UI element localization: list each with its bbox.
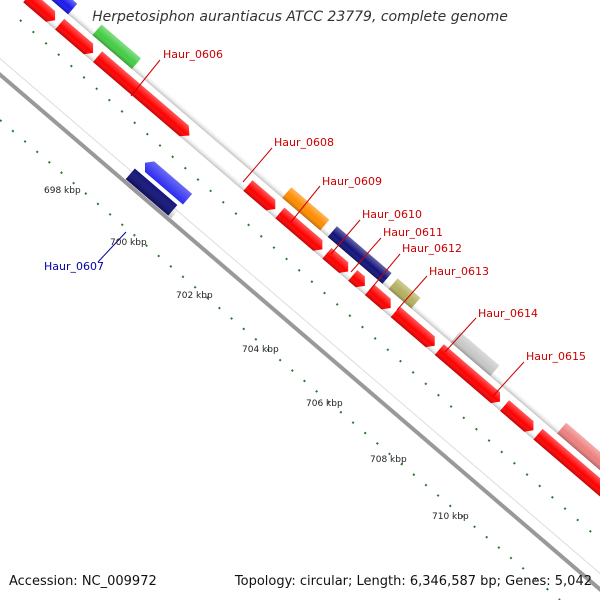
gene-label-haur-0609[interactable]: Haur_0609 xyxy=(322,175,382,188)
cds-shading xyxy=(23,0,600,523)
ruler-label-700kbp: 700 kbp xyxy=(110,238,147,248)
genome-backbone-outer xyxy=(0,57,600,575)
leader-line-0614 xyxy=(444,317,477,353)
forward-leader-lines xyxy=(130,59,525,397)
leader-line-0606 xyxy=(130,59,161,97)
leader-line-0608 xyxy=(242,147,273,183)
gene-label-haur-0607[interactable]: Haur_0607 xyxy=(44,260,104,273)
gene-label-haur-0608[interactable]: Haur_0608 xyxy=(274,136,334,149)
genome-backbone xyxy=(0,71,600,593)
ruler-label-704kbp: 704 kbp xyxy=(242,345,279,355)
feature-track xyxy=(23,0,600,591)
gene-label-haur-0613[interactable]: Haur_0613 xyxy=(429,265,489,278)
ruler-label-708kbp: 708 kbp xyxy=(370,455,407,465)
gene-label-haur-0612[interactable]: Haur_0612 xyxy=(402,242,462,255)
ruler-label-710kbp: 710 kbp xyxy=(432,512,469,522)
genome-summary: Topology: circular; Length: 6,346,587 bp… xyxy=(234,574,592,589)
leader-line-0609 xyxy=(290,185,321,223)
ruler-label-702kbp: 702 kbp xyxy=(176,291,213,301)
feature-shading xyxy=(42,0,600,591)
leader-line-0611 xyxy=(350,237,382,273)
leader-line-0615 xyxy=(492,361,525,397)
gene-label-haur-0606[interactable]: Haur_0606 xyxy=(163,48,223,61)
colored-feature-track xyxy=(42,0,600,591)
tick-track-outer xyxy=(19,19,600,541)
ruler-label-698kbp: 698 kbp xyxy=(44,186,81,196)
reverse-feature-shading xyxy=(125,154,193,219)
accession-label: Accession: NC_009972 xyxy=(9,574,157,589)
cds-forward-track xyxy=(23,0,600,523)
tick-track-inner xyxy=(0,119,561,600)
gene-label-haur-0614[interactable]: Haur_0614 xyxy=(478,307,538,320)
gene-label-haur-0610[interactable]: Haur_0610 xyxy=(362,208,422,221)
leader-line-0610 xyxy=(330,219,361,255)
leader-line-0612 xyxy=(369,253,401,291)
map-title: Herpetosiphon aurantiacus ATCC 23779, co… xyxy=(92,9,508,25)
ruler-label-706kbp: 706 kbp xyxy=(306,399,343,409)
gene-label-haur-0615[interactable]: Haur_0615 xyxy=(526,350,586,363)
leader-line-0613 xyxy=(396,275,428,311)
reverse-feature-group xyxy=(125,154,193,219)
gene-label-haur-0611[interactable]: Haur_0611 xyxy=(383,226,443,239)
leader-line-0607 xyxy=(97,231,127,263)
